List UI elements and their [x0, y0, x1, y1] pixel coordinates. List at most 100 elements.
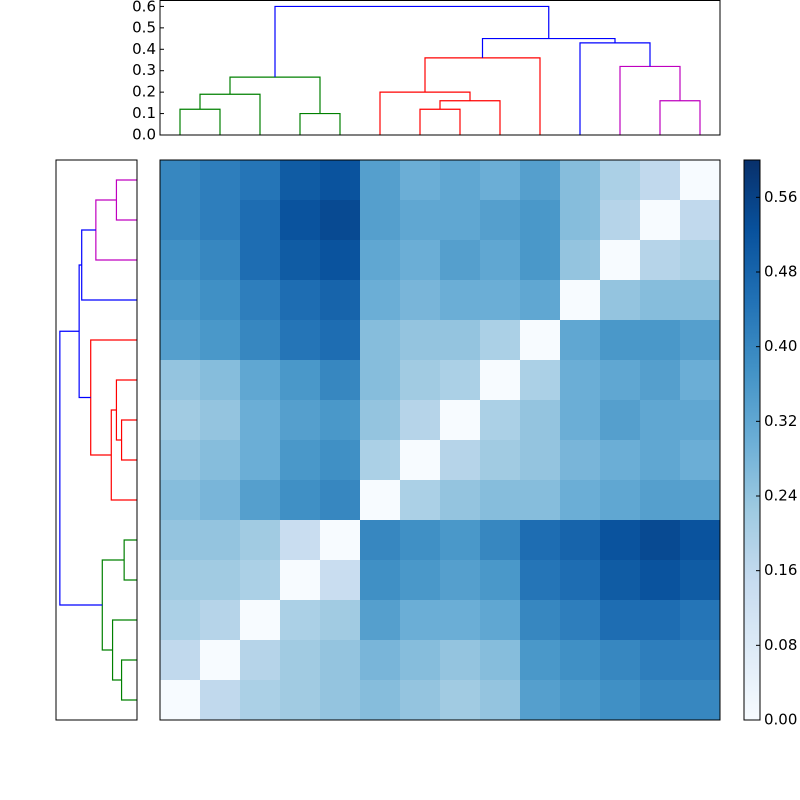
heatmap-cell [640, 640, 681, 681]
colorbar-tick-label: 0.24 [764, 487, 797, 505]
dendrogram-link [424, 57, 541, 135]
dendrogram-link [299, 112, 341, 135]
heatmap-cell [440, 440, 481, 481]
heatmap-cell [440, 480, 481, 521]
heatmap-cell [600, 240, 641, 281]
heatmap-cell [480, 560, 521, 601]
heatmap-cell [320, 680, 361, 721]
heatmap-cell [360, 560, 401, 601]
heatmap-cell [360, 440, 401, 481]
heatmap-cell [320, 280, 361, 321]
heatmap-cell [520, 480, 561, 521]
heatmap-cell [480, 640, 521, 681]
dendrogram-link [179, 108, 221, 135]
heatmap-cell [520, 360, 561, 401]
heatmap-cell [320, 320, 361, 361]
heatmap-cell [680, 520, 721, 561]
heatmap-cell [440, 240, 481, 281]
heatmap-cell [280, 360, 321, 401]
colorbar-tick-label: 0.56 [764, 188, 797, 206]
heatmap-cell [360, 600, 401, 641]
dendrogram-link [439, 100, 501, 135]
heatmap-cell [640, 160, 681, 201]
heatmap-cell [680, 280, 721, 321]
heatmap-cell [440, 280, 481, 321]
y-tick-label: 0.3 [132, 61, 156, 79]
heatmap-cell [240, 200, 281, 241]
heatmap-cell [240, 560, 281, 601]
heatmap-cell [160, 240, 201, 281]
heatmap-cell [600, 680, 641, 721]
heatmap-cell [600, 600, 641, 641]
heatmap-cell [200, 600, 241, 641]
heatmap-cell [400, 160, 441, 201]
heatmap-cell [400, 680, 441, 721]
heatmap-cell [160, 680, 201, 721]
heatmap-cell [240, 240, 281, 281]
heatmap-cell [640, 680, 681, 721]
heatmap-cell [480, 680, 521, 721]
dendrogram-link [274, 5, 550, 78]
heatmap-cell [440, 400, 481, 441]
colorbar [743, 159, 761, 721]
heatmap-cell [520, 240, 561, 281]
heatmap-cell [280, 480, 321, 521]
heatmap-cell [640, 320, 681, 361]
heatmap-cell [320, 520, 361, 561]
heatmap-cell [600, 640, 641, 681]
heatmap-cell [160, 640, 201, 681]
heatmap-cell [640, 560, 681, 601]
heatmap-cell [600, 400, 641, 441]
heatmap-cell [560, 160, 601, 201]
dendrogram-link [81, 229, 137, 301]
heatmap-cell [400, 400, 441, 441]
heatmap-cell [280, 400, 321, 441]
heatmap-cell [400, 440, 441, 481]
dendrogram-link [115, 179, 137, 221]
heatmap-cell [360, 680, 401, 721]
heatmap-cell [280, 320, 321, 361]
heatmap-cell [160, 280, 201, 321]
heatmap-cell [520, 560, 561, 601]
heatmap-cell [560, 280, 601, 321]
heatmap-cell [360, 320, 401, 361]
heatmap-cell [520, 440, 561, 481]
heatmap-cell [280, 160, 321, 201]
heatmap-cell [320, 400, 361, 441]
heatmap-cell [600, 360, 641, 401]
heatmap-cell [360, 280, 401, 321]
y-tick-label: 0.0 [132, 126, 156, 144]
dendrogram-link [659, 100, 701, 135]
heatmap-cell [600, 320, 641, 361]
heatmap-cell [240, 520, 281, 561]
heatmap-cell [240, 600, 281, 641]
heatmap-cell [360, 200, 401, 241]
heatmap-cell [640, 400, 681, 441]
heatmap-cell [440, 320, 481, 361]
dendrogram-link [419, 108, 461, 135]
heatmap-cell [240, 160, 281, 201]
dendrogram-frame [55, 159, 138, 721]
dendrogram-link [123, 539, 137, 581]
heatmap-cell [480, 480, 521, 521]
heatmap-cell [680, 200, 721, 241]
heatmap-cell [360, 240, 401, 281]
heatmap-cell [280, 440, 321, 481]
heatmap-cell [320, 560, 361, 601]
heatmap-cell [240, 280, 281, 321]
y-tick-label: 0.4 [132, 40, 156, 58]
colorbar-tick-label: 0.16 [764, 561, 797, 579]
heatmap-cell [680, 640, 721, 681]
heatmap-cell [320, 160, 361, 201]
heatmap-cell [640, 520, 681, 561]
dendrogram-link [90, 339, 137, 456]
heatmap-cell [560, 320, 601, 361]
heatmap-cell [440, 160, 481, 201]
heatmap-cell [160, 480, 201, 521]
heatmap-cell [160, 360, 201, 401]
heatmap-cell [360, 480, 401, 521]
heatmap-cell [440, 560, 481, 601]
dendrogram-link [120, 419, 137, 461]
heatmap-cell [680, 320, 721, 361]
